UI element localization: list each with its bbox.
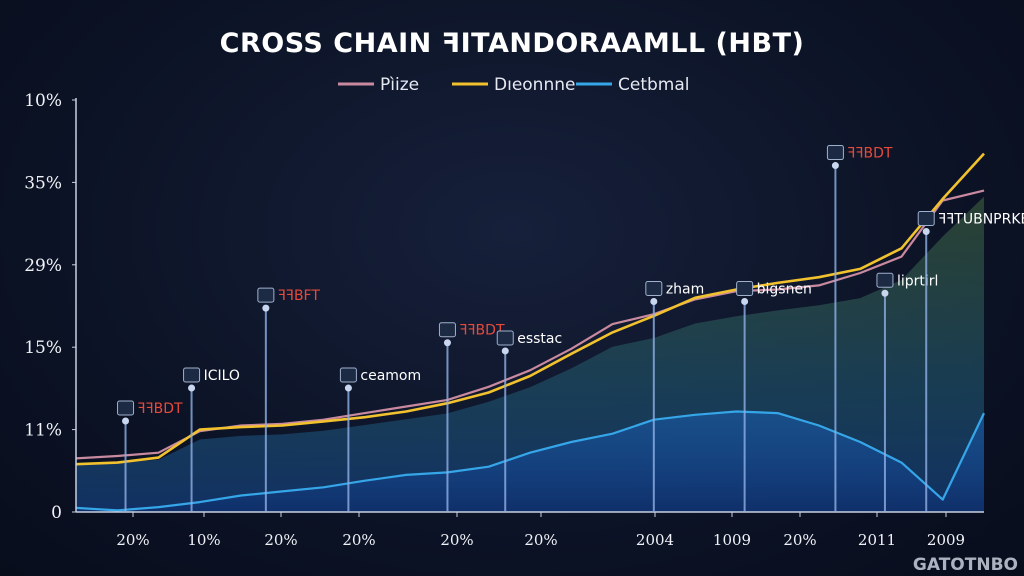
x-tick-label-3: 20% (342, 531, 375, 549)
axes (75, 98, 984, 513)
legend: Pìize Dıeonnne Cetbmal (338, 75, 690, 95)
chart-title: CROSS CHAIN ꟻITANDORAAMLL (HBT) (220, 28, 805, 59)
x-tick-label-2: 20% (264, 531, 297, 549)
annotations: ꟻꟻBDT ICILO ꟻꟻBFT ceamom ꟻꟻBDT esstac zham bigs… (117, 145, 1024, 512)
annotation-label-5: esstac (517, 331, 562, 347)
annotation-dot-5 (501, 347, 509, 355)
x-tick-label-10: 2009 (927, 531, 965, 549)
annotation-icon-8 (826, 145, 844, 161)
legend-label-1: Dıeonnne (494, 75, 575, 95)
annotation-dot-1 (188, 384, 196, 392)
legend-label-2: Cetbmal (618, 75, 690, 95)
annotation-icon-4 (438, 322, 456, 338)
annotation-dot-2 (262, 304, 270, 312)
annotation-label-2: ꟻꟻBFT (278, 288, 321, 304)
y-tick-label-5: 10% (24, 91, 62, 111)
x-tick-label-5: 20% (524, 531, 557, 549)
x-tick-label-9: 2011 (858, 531, 896, 549)
x-tick-label-4: 20% (440, 531, 473, 549)
x-tick-label-7: 1009 (713, 531, 751, 549)
annotation-label-8: ꟻꟻBDT (847, 146, 892, 162)
annotation-label-6: zham (666, 282, 704, 298)
annotation-icon-2 (257, 287, 275, 303)
annotation-dot-6 (650, 298, 658, 306)
y-tick-labels: 0 11% 15% 29% 35% 10% (24, 91, 76, 523)
annotation-dot-4 (443, 339, 451, 347)
annotation-dot-8 (831, 162, 839, 170)
annotation-dot-3 (344, 384, 352, 392)
annotation-label-3: ceamom (360, 368, 421, 384)
y-tick-label-2: 15% (24, 338, 62, 358)
annotation-dot-7 (741, 298, 749, 306)
y-tick-label-0: 0 (51, 503, 62, 523)
annotation-dot-0 (122, 417, 130, 425)
x-tick-label-8: 20% (783, 531, 816, 549)
lower-area (76, 411, 984, 512)
x-tick-label-1: 10% (187, 531, 220, 549)
x-tick-label-6: 2004 (636, 531, 674, 549)
annotation-label-0: ꟻꟻBDT (138, 401, 183, 417)
annotation-icon-1 (183, 367, 201, 383)
y-tick-label-4: 35% (24, 173, 62, 193)
y-tick-label-1: 11% (24, 421, 62, 441)
area-layer (76, 196, 984, 512)
annotation-icon-6 (645, 281, 663, 297)
x-tick-label-0: 20% (116, 531, 149, 549)
annotation-dot-9 (881, 289, 889, 297)
annotation-label-9: liprtirl (897, 273, 938, 289)
annotation-dot-10 (922, 227, 930, 235)
watermark: GATOTNBO (913, 555, 1018, 575)
legend-label-0: Pìize (380, 75, 419, 95)
annotation-icon-9 (876, 272, 894, 288)
annotation-icon-7 (736, 281, 754, 297)
annotation-icon-5 (496, 330, 514, 346)
series-line-1 (75, 152, 985, 466)
annotation-icon-0 (117, 400, 135, 416)
annotation-label-10: ꟻꟻTUBNPRKELE (938, 211, 1024, 227)
series-line-2 (75, 410, 985, 512)
annotation-label-7: bigsnen (757, 282, 812, 298)
y-tick-label-3: 29% (24, 256, 62, 276)
x-tick-labels: 20% 10% 20% 20% 20% 20% 2004 1009 20% 2011 2009 (116, 512, 965, 549)
annotation-label-4: ꟻꟻBDT (459, 323, 504, 339)
line-layer (75, 152, 985, 512)
annotation-icon-10 (917, 210, 935, 226)
annotation-label-1: ICILO (204, 368, 240, 384)
annotation-icon-3 (339, 367, 357, 383)
